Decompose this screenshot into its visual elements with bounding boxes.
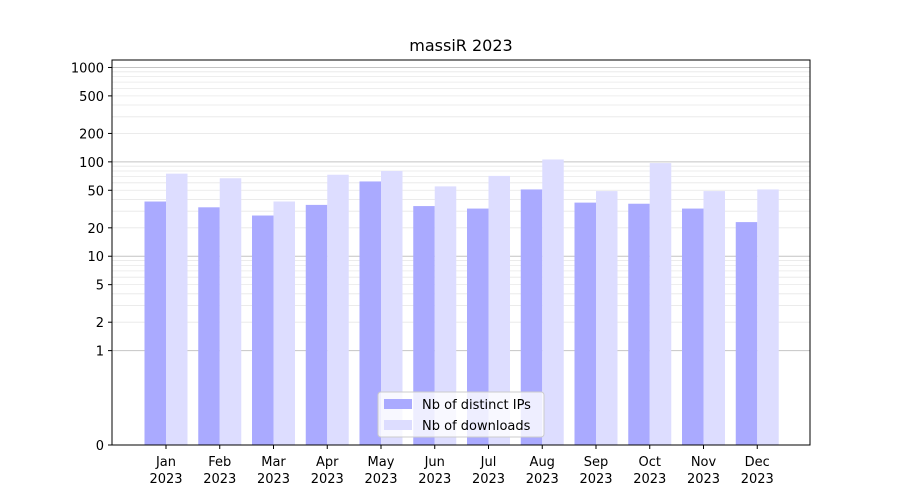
bar-downloads xyxy=(327,174,349,445)
x-tick-label-year: 2023 xyxy=(579,472,612,487)
legend: Nb of distinct IPs Nb of downloads xyxy=(377,391,545,438)
chart-title: massiR 2023 xyxy=(409,36,512,55)
axes-layer: 0 1 2 5 10 20 50 100 200 500 1000 Jan 2023 Feb 2023 Mar… xyxy=(71,61,774,487)
bar-distinct-ips xyxy=(359,181,381,445)
x-tick-label-month: May xyxy=(368,455,395,470)
bar-downloads xyxy=(703,191,725,445)
bar-downloads xyxy=(596,191,618,445)
bar-distinct-ips xyxy=(467,208,489,445)
bar-distinct-ips xyxy=(682,208,704,445)
bar-distinct-ips xyxy=(735,222,758,445)
x-tick-label-year: 2023 xyxy=(364,472,397,487)
legend-label-distinct-ips: Nb of distinct IPs xyxy=(422,398,531,413)
x-tick-label-year: 2023 xyxy=(633,472,666,487)
y-tick-label: 1 xyxy=(96,345,104,360)
x-tick-label-year: 2023 xyxy=(741,472,774,487)
y-tick-label: 0 xyxy=(96,439,104,454)
y-tick-label: 2 xyxy=(96,316,104,331)
x-tick-label-month: Aug xyxy=(530,455,555,470)
y-tick-label: 1000 xyxy=(71,61,104,76)
bar-distinct-ips xyxy=(520,189,543,445)
x-tick-label-month: Dec xyxy=(745,455,770,470)
bar-downloads xyxy=(381,171,403,446)
x-tick-label-month: Sep xyxy=(584,455,609,470)
y-tick-label: 10 xyxy=(87,250,104,265)
legend-box xyxy=(377,391,545,438)
bar-distinct-ips xyxy=(144,201,166,445)
bar-distinct-ips xyxy=(252,215,274,445)
y-tick-label: 5 xyxy=(96,279,104,294)
x-tick-label-year: 2023 xyxy=(687,472,720,487)
y-tick-label: 200 xyxy=(79,127,104,142)
x-tick-label-month: Nov xyxy=(691,455,717,470)
x-tick-label-month: Jul xyxy=(480,455,497,470)
x-tick-label-year: 2023 xyxy=(472,472,505,487)
bar-downloads xyxy=(542,159,564,445)
x-tick-label-year: 2023 xyxy=(418,472,451,487)
y-tick-label: 20 xyxy=(87,222,104,237)
plot-frame xyxy=(111,59,811,446)
x-tick-label-year: 2023 xyxy=(203,472,236,487)
bar-distinct-ips xyxy=(305,204,328,445)
x-tick-label-year: 2023 xyxy=(526,472,559,487)
x-tick-label-year: 2023 xyxy=(311,472,344,487)
y-tick-label: 500 xyxy=(79,90,104,105)
x-tick-label-month: Jan xyxy=(155,455,176,470)
bars-layer xyxy=(144,159,779,446)
x-tick-label-month: Jun xyxy=(424,455,445,470)
bar-distinct-ips xyxy=(574,202,596,445)
y-tick-label: 50 xyxy=(87,184,104,199)
legend-swatch-downloads xyxy=(384,420,412,430)
y-tick-label: 100 xyxy=(79,156,104,171)
bar-distinct-ips xyxy=(198,207,220,445)
x-tick-label-month: Feb xyxy=(208,455,231,470)
x-tick-label-year: 2023 xyxy=(257,472,290,487)
x-tick-label-year: 2023 xyxy=(149,472,182,487)
bar-downloads xyxy=(166,173,188,446)
bar-downloads xyxy=(273,201,295,445)
bar-distinct-ips xyxy=(628,203,650,445)
bar-downloads xyxy=(434,186,457,445)
legend-label-downloads: Nb of downloads xyxy=(422,419,531,434)
x-tick-label-month: Mar xyxy=(261,455,286,470)
x-tick-label-month: Apr xyxy=(316,455,339,470)
x-tick-label-month: Oct xyxy=(639,455,661,470)
bar-downloads xyxy=(649,163,672,445)
bar-downloads xyxy=(219,178,242,445)
bar-distinct-ips xyxy=(413,206,435,445)
legend-swatch-distinct-ips xyxy=(384,399,412,409)
bar-downloads xyxy=(757,189,779,445)
bar-downloads xyxy=(488,175,510,445)
